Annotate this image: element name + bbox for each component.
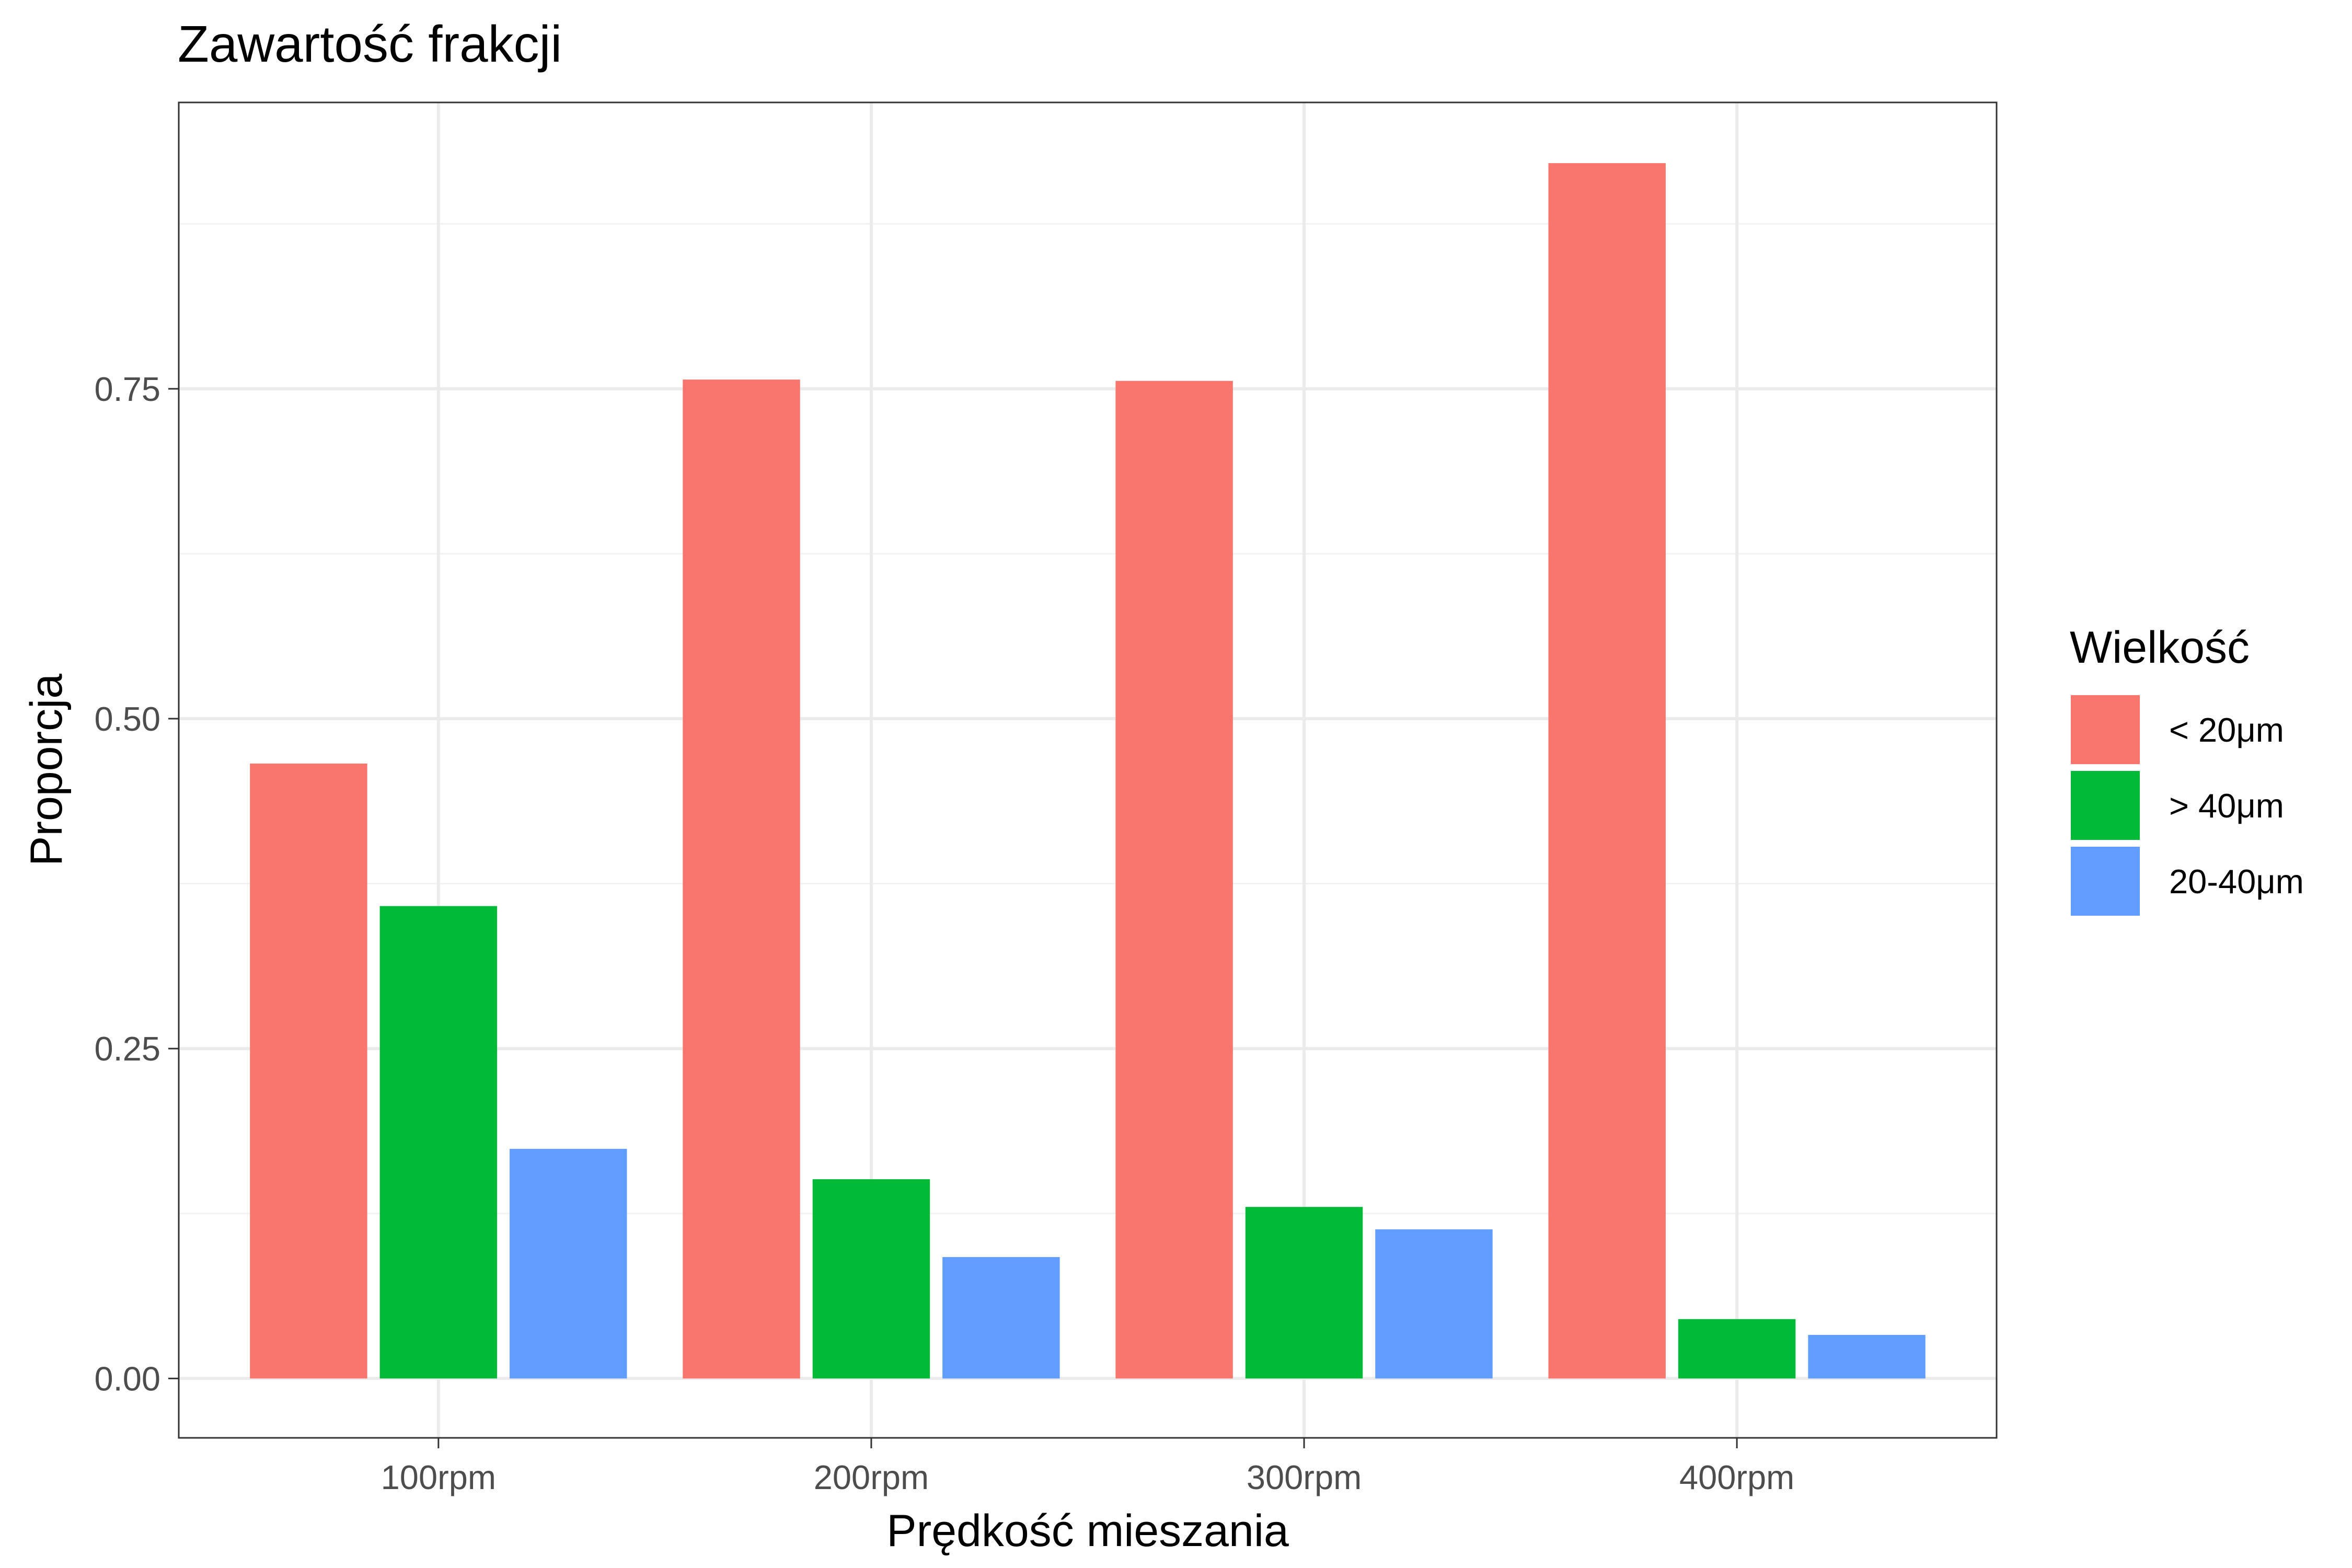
- legend: Wielkość < 20μm > 40μm 20-40μm: [2070, 622, 2304, 916]
- x-tick-label: 300rpm: [1247, 1458, 1362, 1496]
- bar: [942, 1257, 1060, 1379]
- legend-label: > 40μm: [2169, 787, 2284, 825]
- y-axis-title: Proporcja: [21, 674, 72, 866]
- x-tick-label: 400rpm: [1679, 1458, 1794, 1496]
- plot-border: [178, 101, 1998, 1439]
- legend-title: Wielkość: [2070, 622, 2250, 673]
- bar: [1548, 163, 1666, 1379]
- x-axis: 100rpm 200rpm 300rpm 400rpm: [381, 1438, 1794, 1496]
- bar: [812, 1179, 930, 1379]
- bar: [1375, 1229, 1493, 1379]
- bars: [250, 163, 1926, 1379]
- chart-title: Zawartość frakcji: [178, 15, 562, 73]
- x-axis-title: Prędkość mieszania: [886, 1506, 1289, 1556]
- legend-swatch: [2071, 771, 2140, 840]
- legend-swatch: [2071, 847, 2140, 916]
- x-tick-label: 200rpm: [814, 1458, 929, 1496]
- y-tick-label: 0.50: [94, 700, 160, 738]
- bar: [1808, 1335, 1926, 1379]
- bar: [250, 763, 367, 1379]
- bar: [510, 1149, 627, 1379]
- legend-items: < 20μm > 40μm 20-40μm: [2071, 695, 2304, 916]
- y-tick-label: 0.00: [94, 1359, 160, 1398]
- bar: [379, 906, 498, 1379]
- y-tick-label: 0.75: [94, 370, 160, 408]
- bar: [683, 379, 800, 1379]
- bar: [1115, 381, 1233, 1379]
- y-tick-label: 0.25: [94, 1030, 160, 1068]
- legend-swatch: [2071, 695, 2140, 764]
- bar: [1678, 1319, 1796, 1379]
- x-tick-label: 100rpm: [381, 1458, 496, 1496]
- legend-label: < 20μm: [2169, 711, 2284, 749]
- bar: [1245, 1207, 1363, 1379]
- legend-label: 20-40μm: [2169, 862, 2304, 901]
- y-axis: 0.00 0.25 0.50 0.75: [94, 370, 179, 1398]
